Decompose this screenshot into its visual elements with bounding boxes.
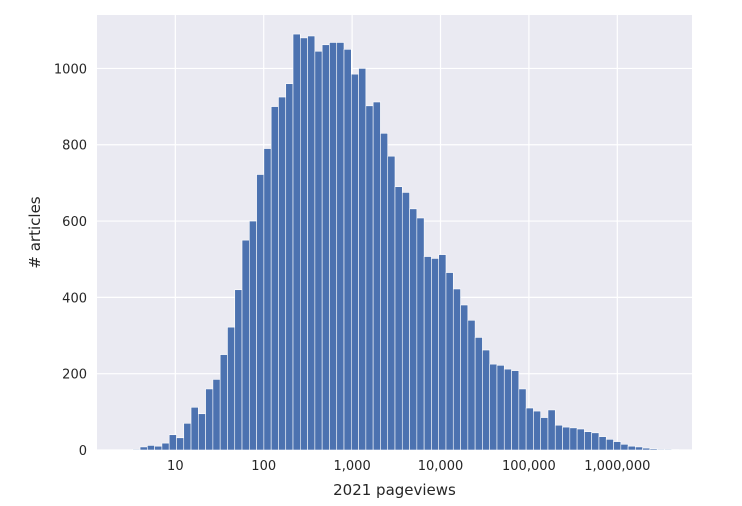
- histogram-bar: [256, 174, 265, 451]
- histogram-bar: [489, 363, 498, 451]
- histogram-bar: [234, 289, 243, 451]
- y-axis-ticks: 0 200 400 600 800 1000: [54, 62, 87, 459]
- histogram-bar: [547, 409, 556, 451]
- histogram-bar: [278, 96, 287, 451]
- histogram-bar: [409, 208, 418, 451]
- histogram-bar: [605, 439, 614, 451]
- histogram-bar: [372, 101, 381, 451]
- histogram-bar: [533, 410, 541, 451]
- histogram-bar: [365, 105, 374, 451]
- histogram-bar: [438, 254, 447, 451]
- histogram-bar: [219, 354, 228, 451]
- histogram-bar: [540, 417, 549, 451]
- histogram-bar: [598, 436, 607, 451]
- histogram-bar: [482, 349, 490, 451]
- histogram-bar: [496, 364, 505, 451]
- histogram-bar: [467, 319, 476, 451]
- histogram-bar: [350, 73, 359, 451]
- histogram-bar: [387, 155, 396, 451]
- histogram-bar: [132, 448, 141, 451]
- x-tick-label: 10,000: [418, 459, 464, 474]
- histogram-bar: [664, 448, 673, 451]
- histogram-bar: [292, 33, 301, 451]
- histogram-bar: [198, 413, 206, 451]
- histogram-bar: [212, 379, 221, 451]
- histogram-bar: [562, 426, 571, 451]
- histogram-bar: [336, 42, 345, 451]
- histogram-bar: [227, 326, 236, 451]
- histogram-bar: [190, 406, 199, 451]
- histogram-bar: [249, 220, 257, 451]
- histogram-bar: [307, 35, 316, 451]
- histogram-bar: [591, 432, 600, 451]
- histogram-bar: [525, 407, 534, 451]
- histogram-bar: [649, 448, 658, 451]
- x-tick-label: 1,000: [334, 459, 371, 474]
- histogram-bar: [154, 445, 163, 451]
- histogram-bar: [394, 186, 403, 451]
- histogram-bar: [503, 368, 512, 451]
- y-tick-label: 200: [62, 368, 87, 383]
- histogram-bar: [241, 239, 250, 451]
- histogram-bar: [285, 83, 294, 451]
- x-tick-label: 100: [251, 459, 276, 474]
- histogram-bar: [205, 388, 214, 451]
- histogram-bar: [460, 304, 469, 451]
- histogram-bar: [474, 337, 483, 451]
- histogram-bar: [270, 106, 279, 451]
- histogram-bar: [511, 370, 520, 451]
- histogram-bar: [314, 50, 323, 451]
- histogram-bar: [380, 132, 389, 451]
- histogram-bar: [401, 192, 410, 451]
- histogram-bar: [147, 445, 155, 451]
- histogram-bar: [613, 441, 622, 451]
- y-tick-label: 800: [62, 139, 87, 154]
- histogram-bar: [329, 42, 338, 451]
- histogram-bar: [576, 428, 585, 451]
- histogram-bar: [161, 442, 170, 451]
- histogram-bar: [358, 68, 367, 451]
- y-tick-label: 1000: [54, 62, 87, 77]
- histogram-bar: [627, 445, 636, 451]
- x-tick-label: 100,000: [502, 459, 556, 474]
- histogram-bar: [263, 148, 272, 451]
- y-tick-label: 600: [62, 215, 87, 230]
- histogram-bar: [642, 447, 651, 451]
- histogram-bar: [452, 288, 461, 451]
- histogram-bar: [569, 427, 578, 451]
- histogram-bar: [300, 37, 308, 451]
- histogram-bars: [132, 33, 680, 451]
- histogram-bar: [554, 424, 563, 451]
- histogram-bar: [656, 448, 665, 451]
- x-axis-ticks: 10 100 1,000 10,000 100,000 1,000,000: [167, 459, 650, 474]
- histogram-bar: [635, 446, 643, 451]
- histogram-bar: [343, 49, 352, 451]
- histogram-bar: [620, 443, 629, 451]
- y-axis-label: # articles: [26, 196, 44, 268]
- y-tick-label: 0: [79, 444, 87, 459]
- y-tick-label: 400: [62, 291, 87, 306]
- histogram-bar: [139, 446, 148, 451]
- histogram-bar: [321, 44, 330, 451]
- histogram-bar: [416, 217, 425, 451]
- histogram-bar: [176, 437, 185, 451]
- histogram-bar: [183, 422, 192, 451]
- histogram-bar: [431, 258, 440, 451]
- histogram-bar: [518, 388, 527, 451]
- histogram-bar: [445, 272, 454, 451]
- x-tick-label: 1,000,000: [584, 459, 650, 474]
- x-tick-label: 10: [167, 459, 184, 474]
- histogram-bar: [168, 434, 177, 451]
- x-axis-label: 2021 pageviews: [333, 481, 456, 499]
- histogram-bar: [423, 256, 432, 451]
- histogram-bar: [584, 431, 592, 451]
